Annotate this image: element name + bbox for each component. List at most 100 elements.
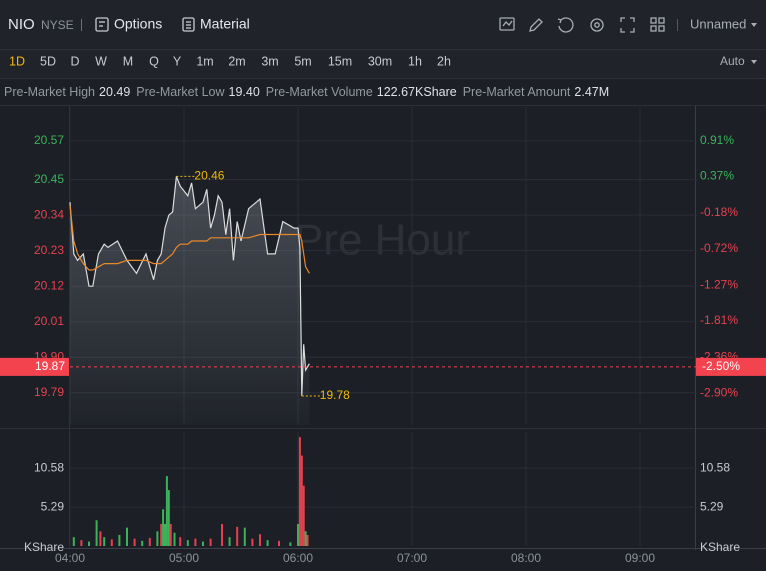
- volume-bar: [209, 538, 212, 546]
- y2-tick-label: -1.27%: [700, 277, 738, 291]
- draw-icon[interactable]: [529, 18, 543, 32]
- symbol[interactable]: NIO: [8, 16, 35, 33]
- timeframe-button[interactable]: W: [95, 54, 107, 68]
- stat-label: Pre-Market Volume: [266, 85, 373, 99]
- reset-icon[interactable]: [557, 17, 574, 33]
- volume-bar: [126, 527, 128, 546]
- volume-bar: [118, 534, 121, 546]
- layout-icon[interactable]: [650, 17, 665, 32]
- dropdown-arrow[interactable]: [751, 23, 757, 27]
- volume-bar: [243, 527, 246, 546]
- price-line: [69, 176, 310, 396]
- options-icon[interactable]: [95, 17, 109, 32]
- stat-value: 2.47M: [574, 85, 609, 99]
- volume-bar: [304, 531, 307, 546]
- volume-bar: [148, 537, 151, 546]
- y-tick-label: 19.79: [34, 385, 64, 399]
- volume-bar: [266, 540, 269, 546]
- auto-button[interactable]: Auto: [720, 54, 745, 68]
- material-button[interactable]: Material: [200, 16, 250, 32]
- x-tick-label: 05:00: [169, 551, 199, 565]
- timeframe-button[interactable]: 5m: [294, 54, 311, 68]
- volume-bar: [228, 537, 231, 546]
- y-tick-label: 20.23: [34, 243, 64, 257]
- x-tick-label: 08:00: [511, 551, 541, 565]
- volume-bar: [259, 534, 261, 546]
- x-tick-label: 07:00: [397, 551, 427, 565]
- indicator-icon[interactable]: [499, 17, 515, 31]
- volume-tick-label: 5.29: [41, 499, 65, 513]
- y2-tick-label: -0.72%: [700, 241, 738, 255]
- x-tick-label: 09:00: [625, 551, 655, 565]
- material-icon[interactable]: [182, 17, 195, 32]
- toolbar-icons: [499, 17, 665, 33]
- stat-value: 19.40: [229, 85, 260, 99]
- volume-unit: KShare: [24, 540, 64, 554]
- settings-icon[interactable]: [590, 18, 604, 32]
- y-tick-label: 20.57: [34, 133, 64, 147]
- last-change-label: -2.50%: [702, 359, 740, 373]
- stat-value: 122.67KShare: [377, 85, 457, 99]
- timeframe-button[interactable]: 1h: [408, 54, 422, 68]
- options-button[interactable]: Options: [114, 16, 162, 32]
- timeframe-button[interactable]: M: [123, 54, 133, 68]
- last-price-box: [0, 357, 69, 376]
- volume-bar: [103, 537, 106, 546]
- volume-bar: [179, 537, 182, 546]
- watermark: Pre Hour: [294, 216, 470, 265]
- volume-bar: [298, 437, 301, 546]
- volume-bar: [278, 540, 280, 546]
- timeframe-bar: [0, 50, 766, 78]
- timeframe-button[interactable]: 1m: [196, 54, 213, 68]
- volume-bar: [110, 539, 113, 546]
- timeframe-button[interactable]: Q: [149, 54, 159, 68]
- y2-tick-label: -0.18%: [700, 205, 738, 219]
- timeframe-button[interactable]: Y: [173, 54, 182, 68]
- volume-tick-label: 5.29: [700, 499, 724, 513]
- y2-tick-label: -2.90%: [700, 385, 738, 399]
- x-tick-label: 04:00: [55, 551, 85, 565]
- timeframe-button[interactable]: 1D: [9, 54, 25, 68]
- price-area: [70, 176, 310, 425]
- volume-bar: [251, 538, 254, 546]
- volume-bar: [133, 538, 136, 546]
- timeframe-button[interactable]: 30m: [368, 54, 392, 68]
- volume-unit: KShare: [700, 540, 740, 554]
- y-tick-label: 20.12: [34, 278, 64, 292]
- annotation-label: 19.78: [320, 388, 350, 402]
- volume-bar: [165, 476, 168, 546]
- timeframe-button[interactable]: 15m: [328, 54, 352, 68]
- timeframe-button[interactable]: 2h: [437, 54, 451, 68]
- average-line: [69, 205, 310, 274]
- volume-bar: [306, 534, 309, 546]
- fullscreen-icon[interactable]: [620, 17, 635, 33]
- layout-name[interactable]: Unnamed: [690, 16, 746, 31]
- exchange: NYSE: [41, 18, 74, 32]
- timeframe-button[interactable]: 3m: [261, 54, 278, 68]
- timeframe-button[interactable]: D: [70, 54, 79, 68]
- volume-bar: [99, 531, 102, 546]
- volume-bar: [297, 523, 299, 546]
- timeframe-button[interactable]: 2m: [228, 54, 245, 68]
- volume-bar: [169, 523, 172, 546]
- timeframe-button[interactable]: 5D: [40, 54, 56, 68]
- volume-bar: [156, 531, 159, 546]
- volume-bar: [72, 537, 75, 546]
- volume-bar: [302, 485, 305, 546]
- y-tick-label: 20.01: [34, 314, 64, 328]
- dropdown-arrow[interactable]: [751, 60, 757, 64]
- volume-bar: [186, 540, 189, 546]
- volume-bar: [289, 542, 292, 546]
- y2-tick-label: 0.37%: [700, 169, 734, 183]
- volume-bar: [164, 523, 166, 546]
- y-tick-label: 20.45: [34, 172, 64, 186]
- annotation-label: 20.46: [194, 169, 224, 183]
- volume-bar: [88, 541, 90, 546]
- last-change-box: [696, 357, 766, 376]
- y2-tick-label: -1.81%: [700, 313, 738, 327]
- volume-tick-label: 10.58: [700, 460, 730, 474]
- premarket-stats: Pre-Market High 20.49 Pre-Market Low 19.40 P…: [4, 85, 609, 99]
- stat-value: 20.49: [99, 85, 130, 99]
